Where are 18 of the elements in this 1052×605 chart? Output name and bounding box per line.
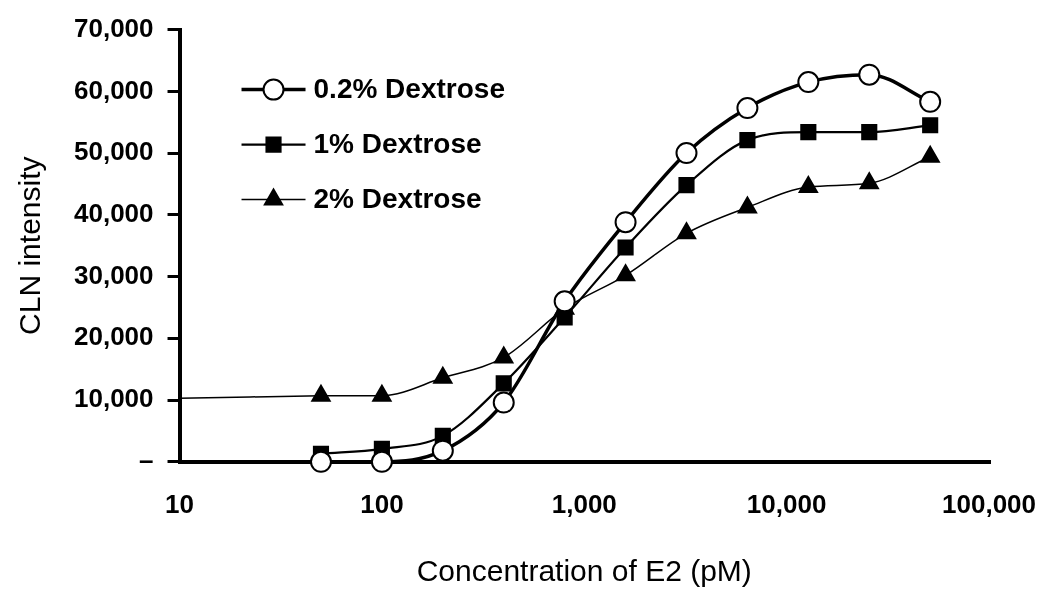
legend-label: 1% Dextrose: [313, 128, 482, 160]
x-tick-label: 100,000: [942, 488, 1036, 519]
x-tick-label: 100: [360, 488, 404, 519]
legend-label: 0.2% Dextrose: [313, 73, 505, 105]
x-tick-label: 10: [165, 488, 194, 519]
y-tick-label: 30,000: [73, 259, 154, 290]
y-tick-label: –: [139, 444, 154, 475]
y-tick-label: 10,000: [73, 383, 154, 414]
y-tick-label: 50,000: [73, 136, 154, 167]
y-tick-label: 40,000: [73, 198, 154, 228]
x-axis-title: Concentration of E2 (pM): [416, 554, 752, 588]
y-tick-label: 60,000: [73, 74, 154, 105]
legend-label: 2% Dextrose: [313, 183, 482, 215]
y-tick-label: 20,000: [73, 321, 154, 352]
y-tick-label: 70,000: [73, 12, 154, 43]
x-tick-label: 10,000: [746, 488, 827, 519]
x-tick-label: 1,000: [551, 488, 617, 519]
y-axis-title: CLN intensity: [13, 156, 47, 335]
